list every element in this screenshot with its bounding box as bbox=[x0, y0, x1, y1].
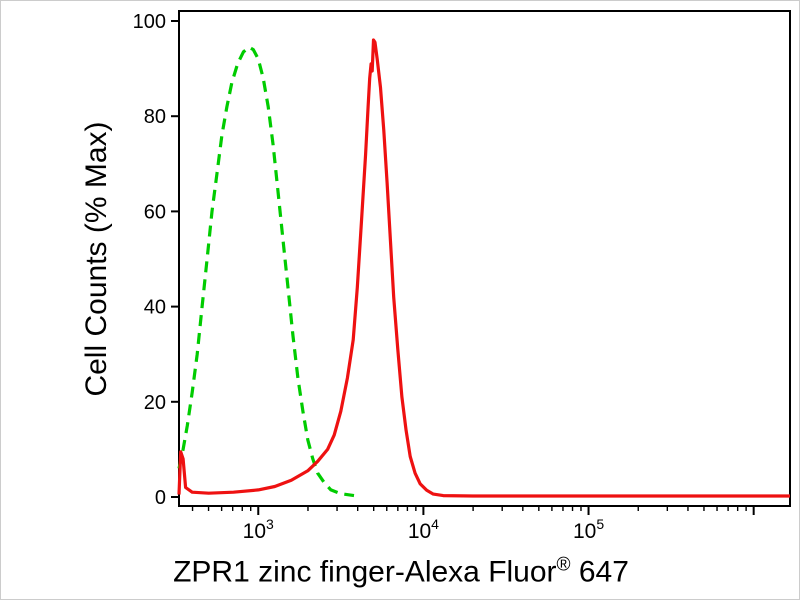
x-tick-label: 104 bbox=[408, 516, 439, 543]
y-tick-label: 0 bbox=[155, 487, 166, 509]
y-tick-label: 20 bbox=[144, 392, 166, 414]
x-axis-title-text: ZPR1 zinc finger-Alexa Fluor bbox=[173, 555, 557, 589]
plot-frame bbox=[178, 10, 791, 507]
antibody-curve bbox=[177, 38, 790, 498]
x-tick-label: 103 bbox=[243, 516, 274, 543]
y-tick-label: 100 bbox=[133, 11, 166, 33]
x-axis-title: ZPR1 zinc finger-Alexa Fluor® 647 bbox=[173, 555, 629, 590]
x-tick-label: 105 bbox=[573, 516, 604, 543]
y-axis-title: Cell Counts (% Max) bbox=[80, 121, 113, 397]
y-tick-label: 40 bbox=[144, 297, 166, 319]
x-axis-title-number: 647 bbox=[570, 555, 629, 589]
y-tick-label: 60 bbox=[144, 201, 166, 223]
y-tick-label: 80 bbox=[144, 106, 166, 128]
registered-trademark-symbol: ® bbox=[556, 554, 571, 576]
